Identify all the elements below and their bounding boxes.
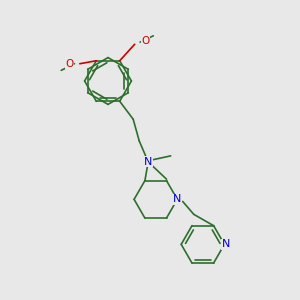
Text: N: N <box>173 194 182 204</box>
Text: O: O <box>65 59 74 69</box>
Text: N: N <box>222 239 230 249</box>
Text: O: O <box>141 36 149 46</box>
Text: N: N <box>144 157 152 167</box>
